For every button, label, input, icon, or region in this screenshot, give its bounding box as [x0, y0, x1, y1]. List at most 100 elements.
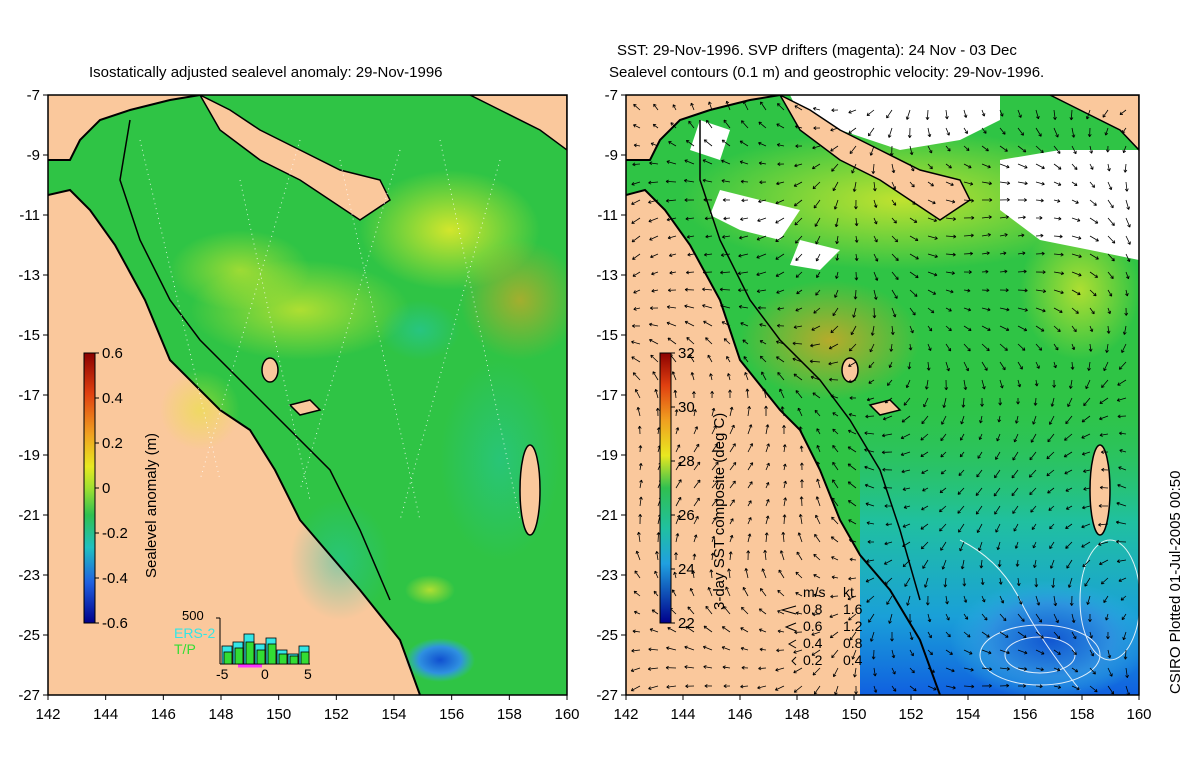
velocity-arrow [868, 361, 875, 369]
velocity-arrow [1046, 469, 1055, 477]
velocity-arrow [945, 595, 949, 605]
velocity-arrow [633, 143, 641, 148]
velocity-arrow [799, 462, 804, 471]
velocity-arrow [1103, 595, 1109, 603]
velocity-arrow [776, 323, 785, 328]
velocity-arrow [920, 523, 929, 530]
histogram-bar-tp [245, 641, 255, 665]
velocity-arrow [702, 270, 713, 275]
velocity-arrow [747, 533, 752, 543]
velocity-arrow [756, 289, 767, 293]
sst-colorbar-label: 3-day SST composite (deg C) [711, 412, 728, 610]
velocity-arrow [945, 163, 952, 169]
velocity-arrow [1053, 271, 1065, 276]
velocity-arrow [816, 461, 821, 471]
velocity-arrow [1017, 233, 1025, 238]
colorbar-tick-label: 30 [678, 399, 695, 416]
velocity-arrow [884, 577, 893, 585]
velocity-arrow [945, 613, 950, 621]
velocity-arrow [873, 667, 877, 677]
velocity-arrow [722, 665, 731, 670]
velocity-arrow [1035, 595, 1041, 606]
velocity-arrow [633, 103, 641, 111]
velocity-arrow [866, 595, 875, 603]
velocity-arrow [744, 372, 749, 381]
velocity-arrow [1125, 253, 1131, 263]
histogram-xtick-0: 0 [261, 666, 269, 682]
velocity-arrow [1053, 181, 1062, 186]
velocity-arrow [675, 461, 682, 471]
velocity-arrow [1100, 450, 1109, 455]
velocity-arrow [1035, 270, 1046, 275]
velocity-arrow [637, 425, 642, 435]
velocity-arrow [796, 551, 803, 561]
velocity-arrow [1123, 163, 1128, 173]
velocity-arrow [832, 412, 839, 417]
velocity-arrow [1107, 271, 1114, 280]
velocity-arrow [958, 523, 965, 533]
velocity-arrow [999, 197, 1010, 202]
velocity-arrow [675, 533, 680, 543]
velocity-arrow [963, 649, 973, 655]
velocity-arrow [1035, 613, 1043, 623]
velocity-arrow [813, 593, 821, 598]
velocity-arrow [1064, 469, 1073, 475]
velocity-arrow [757, 217, 767, 222]
velocity-arrow [866, 109, 875, 116]
velocity-arrow [816, 271, 821, 278]
velocity-arrow [832, 445, 839, 453]
velocity-arrow [759, 340, 767, 345]
velocity-arrow [1071, 613, 1076, 623]
velocity-arrow [945, 145, 951, 152]
velocity-arrow [1089, 325, 1094, 333]
lat-tick-label: -25 [18, 627, 40, 644]
velocity-arrow [812, 145, 821, 150]
velocity-arrow [881, 450, 893, 455]
velocity-arrow [999, 233, 1008, 237]
velocity-arrow [927, 199, 936, 205]
velocity-arrow [813, 307, 821, 314]
velocity-arrow [667, 235, 677, 240]
velocity-arrow [638, 463, 643, 471]
velocity-arrow [756, 235, 767, 241]
velocity-arrow [758, 161, 767, 166]
velocity-arrow [684, 645, 695, 651]
velocity-arrow [633, 610, 641, 615]
lon-tick-label: 160 [1126, 706, 1151, 723]
velocity-arrow [959, 541, 965, 552]
velocity-arrow [665, 198, 677, 203]
velocity-arrow [976, 469, 983, 478]
velocity-arrow [740, 684, 749, 689]
velocity-arrow [1049, 523, 1055, 530]
velocity-arrow [1101, 379, 1109, 388]
velocity-arrow [649, 338, 659, 345]
velocity-arrow [666, 305, 677, 309]
lon-tick-label: 146 [727, 706, 752, 723]
velocity-key-row: 0.6 1.2 [803, 618, 862, 635]
velocity-arrow [1031, 523, 1037, 531]
velocity-arrow [927, 145, 933, 154]
velocity-arrow [1035, 649, 1045, 655]
velocity-arrow [710, 390, 714, 399]
velocity-arrow [848, 109, 857, 114]
velocity-arrow [848, 413, 857, 417]
velocity-arrow [1085, 109, 1091, 120]
velocity-arrow [685, 139, 695, 147]
velocity-arrow [963, 631, 971, 638]
velocity-arrow [1071, 127, 1076, 138]
velocity-arrow [1035, 307, 1046, 313]
velocity-arrow [1083, 397, 1091, 407]
velocity-arrow [1116, 501, 1127, 507]
velocity-arrow [1118, 577, 1127, 582]
velocity-arrow [1081, 523, 1091, 529]
velocity-arrow [728, 389, 732, 399]
velocity-arrow [693, 479, 701, 489]
velocity-arrow [740, 646, 749, 651]
velocity-arrow [940, 469, 947, 475]
velocity-arrow [1083, 469, 1091, 473]
velocity-arrow [963, 684, 975, 689]
velocity-arrow [703, 320, 713, 327]
velocity-arrow [1012, 451, 1019, 461]
velocity-arrow [797, 532, 803, 543]
velocity-arrow [927, 613, 932, 623]
